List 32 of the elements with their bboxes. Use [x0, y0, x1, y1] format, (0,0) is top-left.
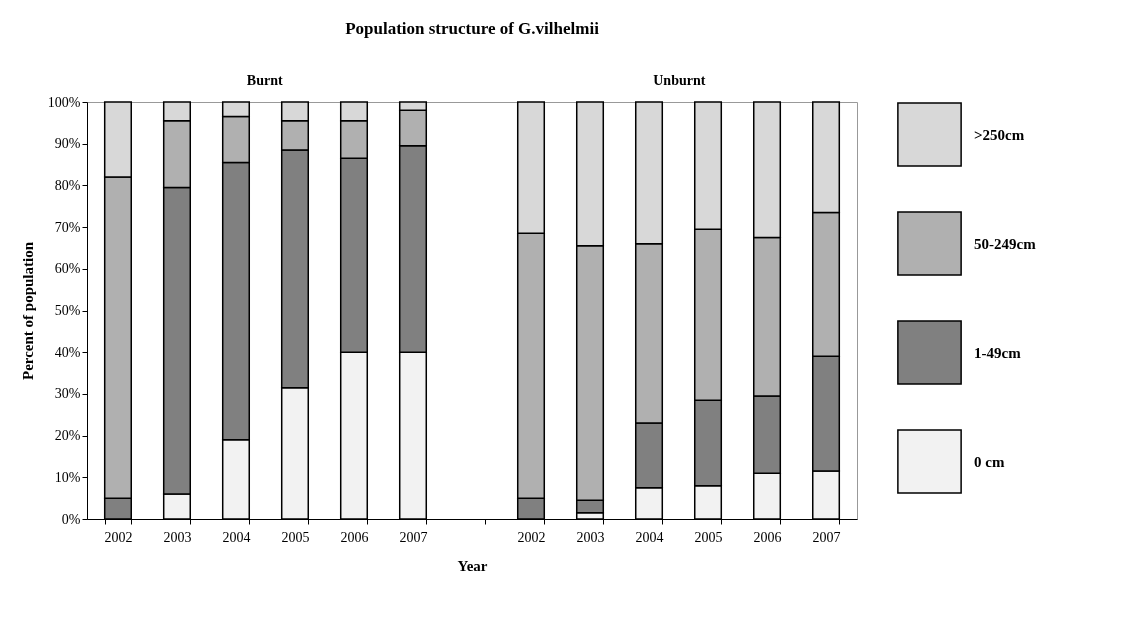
x-tick-label: 2005 [281, 529, 310, 545]
x-tick-label: 2003 [163, 529, 192, 545]
x-axis-title: Year [457, 557, 488, 574]
text: Burnt [246, 73, 283, 88]
y-tick-label: 100% [47, 94, 81, 110]
x-tick-label: 2004 [635, 529, 664, 545]
x-tick-label: 2002 [104, 529, 133, 545]
y-tick-label: 90% [54, 136, 81, 152]
chart-title: Population structure of G.vilhelmii [345, 19, 600, 38]
y-tick-label: 60% [54, 261, 81, 277]
text: 0 cm [974, 453, 1005, 470]
x-tick-label: 2006 [340, 529, 369, 545]
y-tick-label: 30% [54, 386, 81, 402]
x-tick-label: 2005 [694, 529, 723, 545]
y-tick-label: 20% [54, 428, 81, 444]
x-tick-label: 2004 [222, 529, 251, 545]
x-tick-label: 2002 [517, 529, 546, 545]
x-tick-label: 2003 [576, 529, 605, 545]
text: Unburnt [653, 73, 706, 88]
y-tick-label: 70% [54, 219, 81, 235]
y-tick-label: 80% [54, 177, 81, 193]
x-tick-label: 2007 [399, 529, 428, 545]
text: 50-249cm [974, 235, 1037, 252]
y-tick-label: 0% [61, 511, 81, 527]
y-tick-label: 50% [54, 303, 81, 318]
y-axis-title: Percent of population [19, 241, 36, 381]
text: 1-49cm [974, 344, 1022, 361]
x-tick-label: 2006 [753, 529, 782, 545]
y-tick-label: 40% [54, 344, 81, 360]
text: >250cm [974, 126, 1025, 143]
y-tick-label: 10% [54, 469, 81, 485]
x-tick-label: 2007 [812, 529, 841, 545]
